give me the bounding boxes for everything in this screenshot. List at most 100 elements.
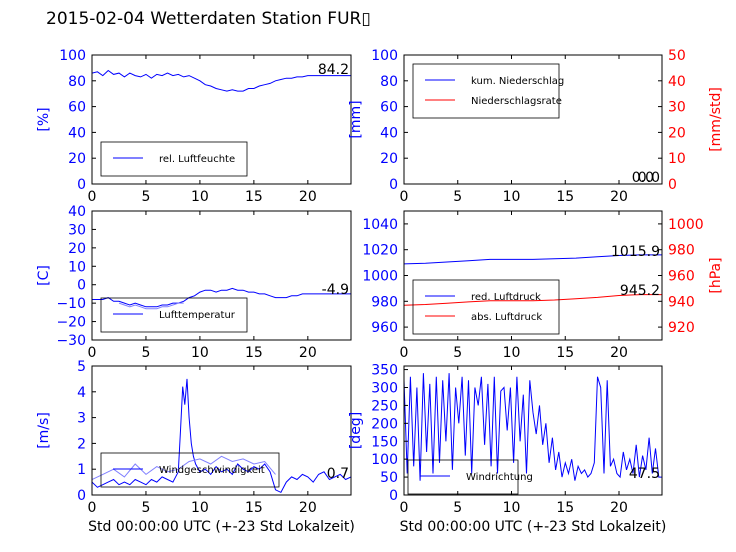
precip-ytick-label: 20 bbox=[380, 151, 398, 167]
pressure-ytick-label: 1000 bbox=[362, 269, 398, 285]
pressure-series-line-1 bbox=[404, 294, 662, 306]
precip-xtick-label: 5 bbox=[453, 189, 462, 205]
temp-chart: 0 5 10 15 20 −30 −20 −10 0 10 20 30 40 [C] Lufttempera… bbox=[36, 204, 352, 361]
humidity-xtick-label: 15 bbox=[245, 189, 263, 205]
winddir-ytick-label: 0 bbox=[389, 488, 398, 504]
humidity-chart: 0 5 10 15 20 0 20 40 60 80 100 [%] rel. Luftfeuchte 8… bbox=[36, 48, 352, 205]
humidity-legend-box bbox=[100, 141, 248, 177]
humidity-legend-label: rel. Luftfeuchte bbox=[159, 154, 235, 165]
pressure-legend-box bbox=[412, 279, 560, 335]
humidity-ytick-label: 0 bbox=[77, 177, 86, 193]
winddir-ytick-label: 200 bbox=[371, 416, 398, 432]
pressure-y2tick-label: 980 bbox=[668, 243, 695, 259]
wind-frame bbox=[91, 365, 352, 496]
pressure-xtick-label: 0 bbox=[400, 345, 409, 361]
wind-ytick-label: 1 bbox=[77, 462, 86, 478]
winddir-last-value: 47.5 bbox=[629, 466, 660, 482]
temp-ytick-label: 10 bbox=[68, 259, 86, 275]
precip-y2tick-label: 40 bbox=[668, 74, 686, 90]
winddir-ytick-label: 150 bbox=[371, 434, 398, 450]
temp-series-line-1 bbox=[118, 302, 184, 310]
wind-ytick-label: 5 bbox=[77, 359, 86, 375]
pressure-legend-label: red. Luftdruck bbox=[471, 292, 541, 303]
precip-legend-box bbox=[412, 63, 560, 119]
wind-xtick-label: 20 bbox=[299, 500, 317, 516]
pressure-chart: 0 5 10 15 20 960 980 1000 1020 1040 920 940 960 980 10… bbox=[362, 210, 724, 361]
temp-xtick-label: 0 bbox=[88, 345, 97, 361]
winddir-ytick-label: 350 bbox=[371, 363, 398, 379]
pressure-last-value: 1015.9 bbox=[611, 244, 660, 260]
precip-y2tick-label: 10 bbox=[668, 151, 686, 167]
temp-ylabel: [C] bbox=[36, 265, 52, 286]
precip-xtick-label: 0 bbox=[400, 189, 409, 205]
humidity-ylabel: [%] bbox=[36, 107, 52, 131]
humidity-xtick-label: 10 bbox=[191, 189, 209, 205]
winddir-xtick-label: 0 bbox=[400, 500, 409, 516]
pressure-y2tick-label: 960 bbox=[668, 269, 695, 285]
temp-ytick-label: 40 bbox=[68, 204, 86, 220]
humidity-series-line-0 bbox=[92, 69, 351, 92]
precip-ylabel: [mm] bbox=[348, 100, 364, 138]
temp-legend-box bbox=[100, 297, 248, 333]
wind-ylabel: [m/s] bbox=[36, 412, 52, 449]
precip-ytick-label: 0 bbox=[389, 177, 398, 193]
precip-ytick-label: 100 bbox=[371, 48, 398, 64]
temp-ytick-label: −10 bbox=[56, 296, 86, 312]
humidity-xtick-label: 0 bbox=[88, 189, 97, 205]
pressure-ytick-label: 980 bbox=[371, 294, 398, 310]
pressure-last-value2: 945.2 bbox=[620, 283, 660, 299]
temp-ytick-label: −20 bbox=[56, 315, 86, 331]
humidity-ytick-label: 20 bbox=[68, 151, 86, 167]
winddir-series-line-0 bbox=[404, 373, 662, 481]
precip-last-value2: 0.0 bbox=[632, 170, 654, 186]
wind-xtick-label: 15 bbox=[245, 500, 263, 516]
winddir-xtick-label: 15 bbox=[556, 500, 574, 516]
temp-ytick-label: −30 bbox=[56, 333, 86, 349]
precip-frame bbox=[403, 54, 663, 185]
temp-series-line-0 bbox=[92, 287, 351, 308]
winddir-xtick-label: 10 bbox=[503, 500, 521, 516]
humidity-last-value: 84.2 bbox=[318, 62, 349, 78]
wind-last-value: 0.7 bbox=[327, 466, 349, 482]
wind-xtick-label: 0 bbox=[88, 500, 97, 516]
wind-ytick-label: 0 bbox=[77, 488, 86, 504]
precip-y2tick-label: 30 bbox=[668, 100, 686, 116]
precip-last-value: 0.0 bbox=[638, 170, 660, 186]
wind-ytick-label: 2 bbox=[77, 436, 86, 452]
page-title: 2015-02-04 Wetterdaten Station FUR▯ bbox=[46, 9, 371, 29]
pressure-xtick-label: 20 bbox=[610, 345, 628, 361]
winddir-ytick-label: 50 bbox=[380, 470, 398, 486]
wind-chart: 0 5 10 15 20 0 1 2 3 4 5 [m/s] Std 00:00:00 UTC (+-2… bbox=[36, 359, 355, 535]
precip-xtick-label: 10 bbox=[503, 189, 521, 205]
pressure-xtick-label: 10 bbox=[503, 345, 521, 361]
precip-legend-label: Niederschlagsrate bbox=[471, 96, 562, 107]
wind-xtick-label: 5 bbox=[141, 500, 150, 516]
pressure-xtick-label: 5 bbox=[453, 345, 462, 361]
precip-xtick-label: 20 bbox=[610, 189, 628, 205]
precip-y2label: [mm/std] bbox=[708, 87, 724, 152]
winddir-legend-label: Windrichtung bbox=[466, 472, 533, 483]
pressure-ytick-label: 1040 bbox=[362, 217, 398, 233]
precip-ytick-label: 60 bbox=[380, 100, 398, 116]
pressure-legend-label: abs. Luftdruck bbox=[471, 312, 542, 323]
precip-ytick-label: 40 bbox=[380, 125, 398, 141]
temp-ytick-label: 30 bbox=[68, 222, 86, 238]
pressure-xtick-label: 15 bbox=[556, 345, 574, 361]
humidity-ytick-label: 100 bbox=[59, 48, 86, 64]
winddir-xtick-label: 20 bbox=[610, 500, 628, 516]
pressure-y2tick-label: 940 bbox=[668, 294, 695, 310]
precip-legend-label: kum. Niederschlag bbox=[471, 76, 564, 87]
wind-ytick-label: 3 bbox=[77, 411, 86, 427]
wind-xlabel: Std 00:00:00 UTC (+-23 Std Lokalzeit) bbox=[88, 519, 355, 535]
pressure-series-line-0 bbox=[404, 254, 662, 265]
winddir-ytick-label: 100 bbox=[371, 452, 398, 468]
wind-xtick-label: 10 bbox=[191, 500, 209, 516]
precip-chart: 0 5 10 15 20 0 20 40 60 80 100 0 10 20 30 40 50 [mm] [mm/s… bbox=[348, 48, 724, 205]
temp-last-value: -4.9 bbox=[322, 282, 349, 298]
winddir-ytick-label: 250 bbox=[371, 398, 398, 414]
temp-xtick-label: 20 bbox=[299, 345, 317, 361]
wind-legend-box bbox=[100, 452, 280, 488]
temp-frame bbox=[91, 210, 352, 341]
